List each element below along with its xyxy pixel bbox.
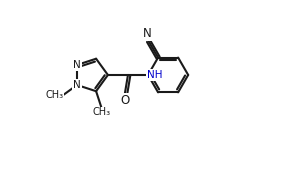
Text: O: O bbox=[120, 94, 130, 107]
Text: CH₃: CH₃ bbox=[45, 90, 63, 100]
Text: N: N bbox=[73, 60, 81, 70]
Text: N: N bbox=[73, 80, 81, 90]
Text: NH: NH bbox=[147, 70, 162, 80]
Text: CH₃: CH₃ bbox=[92, 108, 111, 117]
Text: N: N bbox=[143, 27, 152, 40]
